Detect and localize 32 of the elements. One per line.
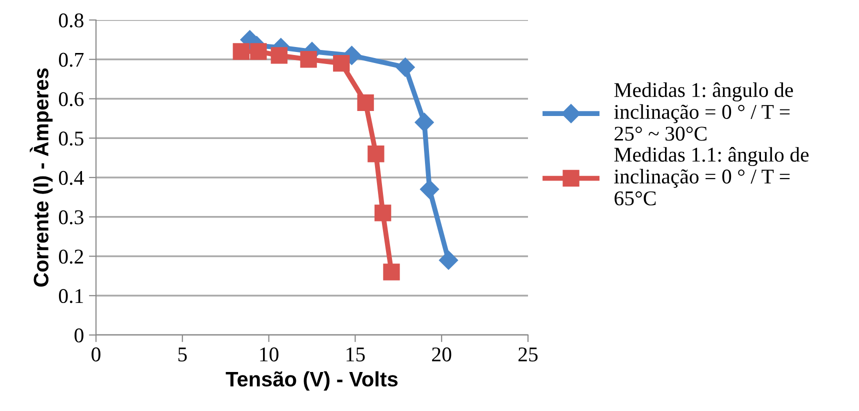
point: [270, 47, 288, 64]
point: [414, 112, 434, 132]
x-tick-label: 20: [432, 347, 452, 362]
y-tick-label: 0.1: [58, 289, 83, 304]
y-tick-label: 0.5: [58, 132, 84, 146]
point: [232, 43, 250, 60]
x-axis-title: Tensão (V) - Volts: [226, 371, 398, 391]
point: [383, 264, 400, 280]
point: [438, 250, 458, 270]
x-tick-label: 5: [178, 348, 187, 362]
point: [357, 94, 374, 112]
y-tick-label: 0.6: [58, 92, 84, 106]
y-axis-title: Corrente (I) - Àmperes: [30, 68, 53, 287]
y-tick-label: 0.3: [58, 210, 84, 224]
y-tick-label: 0.7: [58, 52, 84, 67]
point: [420, 180, 440, 199]
y-tick-label: 0: [74, 328, 84, 342]
x-tick-label: 0: [92, 347, 100, 362]
point: [250, 43, 267, 60]
x-tick-label: 10: [260, 347, 278, 362]
legend-label: Medidas 1.1: ângulo de inclinação = 0 ° / T = 65°C: [614, 147, 809, 206]
point: [368, 146, 384, 162]
legend-label: Medidas 1: ângulo de inclinação = 0 ° / T = 25° ~ 30°C: [614, 82, 793, 141]
x-tick-label: 15: [346, 348, 365, 362]
y-tick-label: 0.2: [58, 250, 84, 264]
x-tick-label: 25: [518, 347, 538, 362]
point: [396, 58, 415, 77]
y-tick-label: 0.4: [58, 170, 84, 186]
point: [300, 51, 317, 68]
point: [374, 204, 392, 222]
y-tick-label: 0.8: [58, 13, 84, 28]
point: [333, 54, 350, 72]
